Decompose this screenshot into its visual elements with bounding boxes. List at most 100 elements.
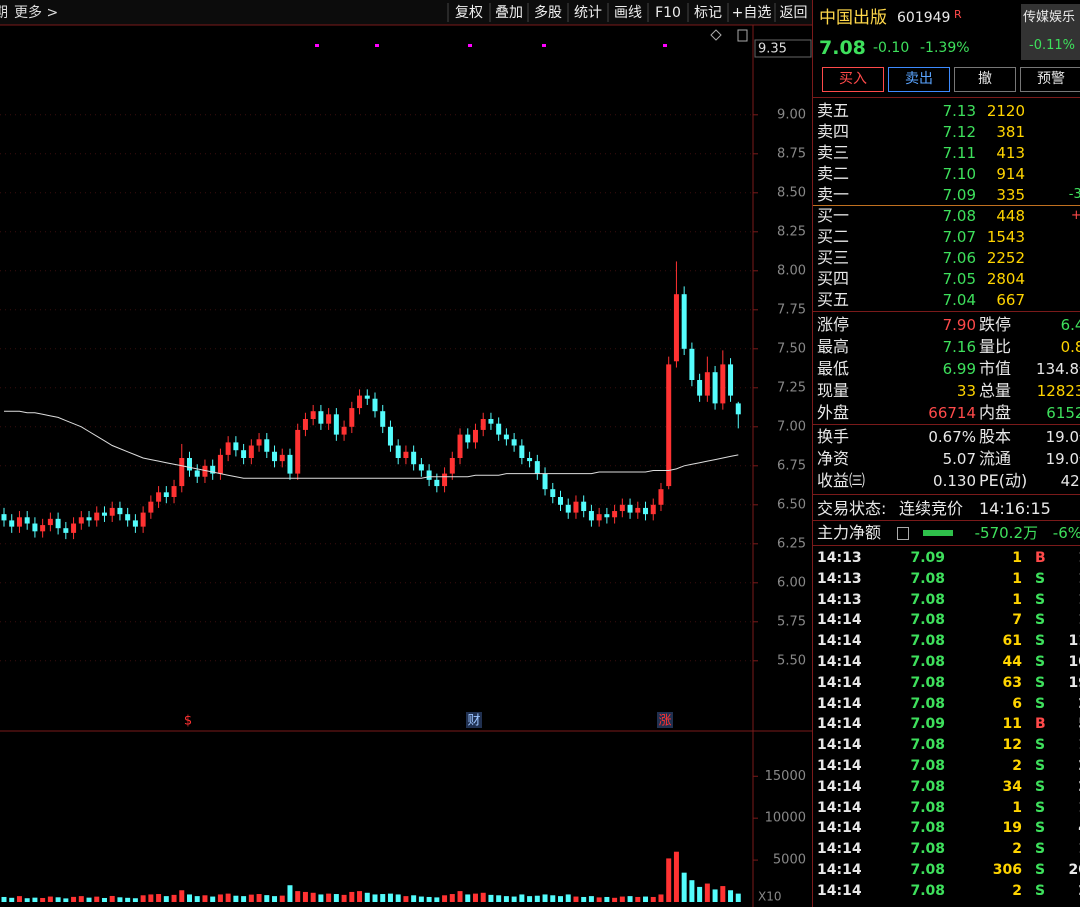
volume-bar [395, 894, 401, 902]
candle-body [472, 429, 478, 443]
event-marker-bg [657, 712, 673, 728]
toolbar-button[interactable]: 画线 [614, 5, 642, 21]
candle-body [465, 434, 471, 443]
volume-bar [503, 896, 509, 902]
change-pct: -1.39% [920, 40, 970, 56]
tick-time: 14:14 [817, 654, 862, 670]
tick-volume: 61 [1002, 633, 1022, 650]
toolbar-more[interactable]: 更多 > [14, 4, 58, 21]
tick-side: S [1035, 862, 1046, 878]
volume-bar [357, 891, 363, 902]
event-marker[interactable]: 财 [467, 714, 480, 729]
volume-bar [140, 895, 146, 902]
candle-body [596, 514, 602, 521]
toolbar-button[interactable]: 叠加 [495, 5, 523, 21]
volume-unit: X10 [758, 890, 782, 904]
candle-body [264, 439, 270, 452]
candle-body [720, 364, 726, 404]
tick-side: S [1035, 695, 1046, 712]
sector-box[interactable] [1021, 4, 1080, 60]
trade-button[interactable]: 撤 [954, 67, 1016, 92]
separator [813, 205, 1080, 206]
volume-bar [372, 894, 378, 902]
tick-count: 11 [1068, 633, 1080, 650]
event-marker-bg [466, 712, 482, 728]
candle-body [565, 504, 571, 513]
candle-body [302, 419, 308, 430]
event-marker[interactable]: 涨 [658, 714, 671, 729]
tick-time: 14:14 [817, 674, 862, 691]
tick-time: 14:14 [817, 882, 862, 899]
volume-bar [472, 893, 478, 902]
y-tick-label: 7.00 [777, 419, 806, 434]
volume-bar [465, 894, 471, 902]
event-marker[interactable]: $ [184, 714, 192, 729]
volume-bar [241, 896, 247, 902]
change: -0.10 [873, 40, 910, 56]
trade-button[interactable]: 买入 [822, 67, 884, 92]
trade-button[interactable]: 卖出 [888, 67, 950, 92]
book-label: 卖五 [817, 101, 850, 120]
book-label: 买三 [817, 248, 850, 267]
volume-bar [588, 896, 594, 902]
toolbar-button[interactable]: 复权 [455, 4, 483, 21]
candle-body [94, 512, 100, 521]
flow-icon[interactable] [897, 527, 909, 540]
book-price: 7.11 [942, 144, 976, 162]
y-tick-label: 7.75 [777, 302, 806, 317]
candle-body [619, 504, 625, 512]
volume-bar [248, 894, 254, 902]
volume-bar [341, 894, 347, 902]
candle-body [47, 518, 53, 526]
book-volume: 335 [996, 186, 1025, 204]
stat-label: 换手 [817, 427, 850, 446]
volume-bar [619, 896, 625, 902]
volume-bar [333, 894, 339, 902]
candle-body [496, 423, 502, 435]
separator [813, 494, 1080, 495]
volume-bar [534, 895, 540, 902]
volume-bar [519, 894, 525, 902]
trade-state-label: 交易状态: [817, 499, 887, 518]
volume-bar [16, 896, 22, 902]
y-tick-label: 8.00 [777, 263, 806, 278]
candle-body [55, 518, 61, 529]
candle-body [326, 414, 332, 424]
tick-side: S [1035, 570, 1046, 587]
volume-bar [434, 897, 440, 902]
candle-body [650, 504, 656, 515]
volume-bar [542, 894, 548, 902]
volume-bar [55, 897, 61, 902]
volume-bar [132, 898, 138, 902]
candle-body [349, 408, 355, 427]
y-tick-label: 5.75 [777, 614, 806, 629]
toolbar-button[interactable]: 返回 [780, 5, 808, 21]
tick-price: 7.08 [910, 882, 945, 899]
candle-body [248, 445, 254, 458]
separator [813, 424, 1080, 425]
candle-body [426, 470, 432, 480]
book-price: 7.05 [942, 270, 976, 288]
stat-value: 6.46 [1060, 316, 1080, 334]
tick-time: 14:13 [817, 570, 862, 587]
toolbar-button[interactable]: 标记 [694, 5, 722, 21]
toolbar-button[interactable]: +自选 [732, 5, 772, 21]
tick-volume: 306 [992, 862, 1022, 878]
trade-button[interactable]: 预警 [1020, 67, 1080, 92]
tick-count: 1 [1078, 735, 1080, 755]
candle-body [156, 492, 162, 502]
toolbar-button[interactable]: F10 [655, 5, 681, 21]
tick-time: 14:14 [817, 841, 862, 858]
toolbar-button[interactable]: 统计 [574, 5, 602, 21]
toolbar-button[interactable]: 多股 [534, 4, 562, 21]
stat-label: 外盘 [817, 403, 850, 422]
tick-price: 7.08 [910, 674, 945, 691]
candle-body [457, 434, 463, 458]
tick-volume: 2 [1012, 841, 1022, 858]
candle-body [187, 458, 192, 471]
volume-bar [318, 894, 324, 902]
candle-body [588, 511, 594, 521]
candle-body [573, 501, 579, 513]
book-label: 卖二 [817, 164, 850, 183]
tick-side: S [1035, 778, 1046, 795]
